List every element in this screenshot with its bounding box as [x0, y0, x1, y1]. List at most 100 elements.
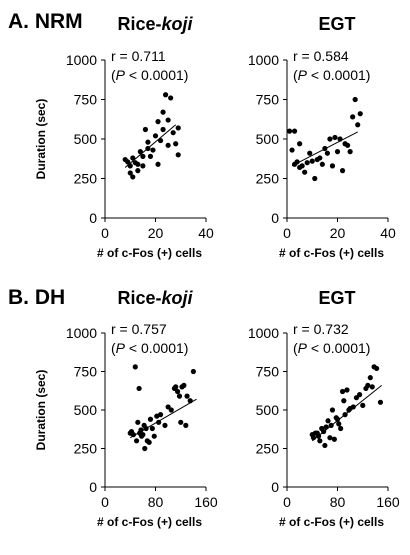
- x-axis-label: # of c-Fos (+) cells: [279, 515, 384, 529]
- data-point: [130, 155, 136, 161]
- data-point: [184, 393, 190, 399]
- y-tick-label: 500: [74, 402, 98, 418]
- data-point: [332, 134, 338, 141]
- y-tick-label: 250: [256, 441, 280, 457]
- data-point: [142, 445, 148, 452]
- data-point: [310, 435, 317, 441]
- data-point: [190, 368, 196, 375]
- correlation-p: (P < 0.0001): [293, 67, 370, 83]
- data-point: [150, 147, 156, 153]
- data-point: [289, 147, 295, 153]
- x-axis-label: # of c-Fos (+) cells: [97, 246, 202, 260]
- data-point: [294, 159, 300, 165]
- data-point: [135, 168, 141, 174]
- data-point: [322, 442, 328, 449]
- y-tick-label: 0: [271, 210, 279, 226]
- data-point: [374, 365, 380, 372]
- y-tick-label: 750: [74, 92, 98, 108]
- data-point: [307, 150, 313, 156]
- data-point: [347, 149, 353, 155]
- data-point: [297, 141, 303, 147]
- data-point: [147, 416, 154, 422]
- data-point: [331, 436, 337, 442]
- scatter-panel: EGT 0 250 500 750 1000 0 20 40 # of c-Fos (+) cel…: [248, 14, 396, 260]
- data-point: [160, 109, 166, 115]
- correlation-r: r = 0.732: [293, 321, 349, 337]
- correlation-r: r = 0.711: [111, 48, 166, 64]
- data-point: [360, 402, 366, 408]
- data-point: [350, 404, 356, 410]
- panel-title: Rice-koji: [117, 288, 193, 308]
- data-point: [165, 142, 171, 148]
- data-point: [323, 424, 329, 430]
- data-point: [146, 439, 152, 445]
- scatter-panel: Rice-koji 0 250 500 750 1000 0 80 160 # of c-Fos …: [34, 288, 218, 529]
- data-point: [327, 435, 333, 441]
- data-point: [156, 419, 162, 425]
- data-point: [350, 114, 356, 120]
- data-point: [163, 92, 169, 98]
- data-point: [127, 163, 133, 169]
- data-point: [352, 96, 358, 103]
- data-point: [178, 419, 184, 425]
- data-point: [377, 399, 384, 405]
- data-point: [183, 422, 189, 428]
- x-axis-label: # of c-Fos (+) cells: [279, 246, 384, 260]
- data-point: [319, 161, 325, 167]
- x-tick-label: 20: [330, 225, 346, 241]
- x-tick-label: 80: [330, 494, 346, 510]
- data-point: [168, 407, 174, 413]
- data-point: [140, 432, 146, 438]
- data-point: [147, 153, 154, 159]
- correlation-p: (P < 0.0001): [111, 67, 188, 83]
- data-point: [324, 150, 330, 156]
- data-point: [322, 145, 328, 152]
- section-title: A. NRM: [8, 10, 83, 33]
- data-point: [339, 388, 346, 395]
- data-point: [175, 152, 181, 158]
- data-point: [132, 364, 138, 370]
- data-point: [165, 117, 171, 123]
- data-point: [170, 130, 176, 136]
- data-point: [357, 111, 363, 117]
- data-point: [173, 141, 179, 147]
- data-point: [317, 438, 323, 444]
- data-point: [130, 432, 137, 438]
- data-point: [130, 174, 136, 180]
- correlation-p: (P < 0.0001): [111, 340, 188, 356]
- data-point: [334, 149, 341, 155]
- scatter-panel: EGT 0 250 500 750 1000 0 80 160 # of c-Fos (+) ce…: [248, 288, 400, 529]
- data-point: [135, 161, 141, 167]
- data-point: [309, 158, 315, 164]
- data-point: [162, 422, 168, 428]
- data-point: [304, 160, 310, 166]
- panel-title: Rice-koji: [117, 14, 193, 34]
- data-point: [142, 126, 148, 133]
- data-point: [145, 139, 151, 145]
- data-point: [337, 136, 343, 142]
- data-point: [181, 382, 187, 388]
- data-point: [329, 407, 336, 413]
- data-point: [345, 142, 351, 148]
- data-point: [328, 422, 334, 428]
- section-title: B. DH: [8, 286, 65, 309]
- x-tick-label: 40: [198, 225, 214, 241]
- x-tick-label: 40: [380, 225, 396, 241]
- data-point: [336, 421, 342, 427]
- data-point: [187, 398, 193, 404]
- x-axis-label: # of c-Fos (+) cells: [97, 515, 202, 529]
- y-tick-label: 750: [74, 364, 98, 380]
- data-point: [302, 169, 308, 175]
- data-point: [157, 137, 164, 144]
- data-point: [157, 412, 164, 418]
- correlation-p: (P < 0.0001): [293, 340, 370, 356]
- y-tick-label: 500: [74, 131, 98, 147]
- correlation-r: r = 0.757: [111, 321, 167, 337]
- y-axis-label: Duration (sec): [34, 99, 48, 180]
- data-point: [338, 425, 344, 432]
- data-point: [143, 425, 149, 432]
- x-tick-label: 80: [148, 494, 164, 510]
- data-point: [145, 145, 151, 152]
- data-point: [168, 95, 174, 101]
